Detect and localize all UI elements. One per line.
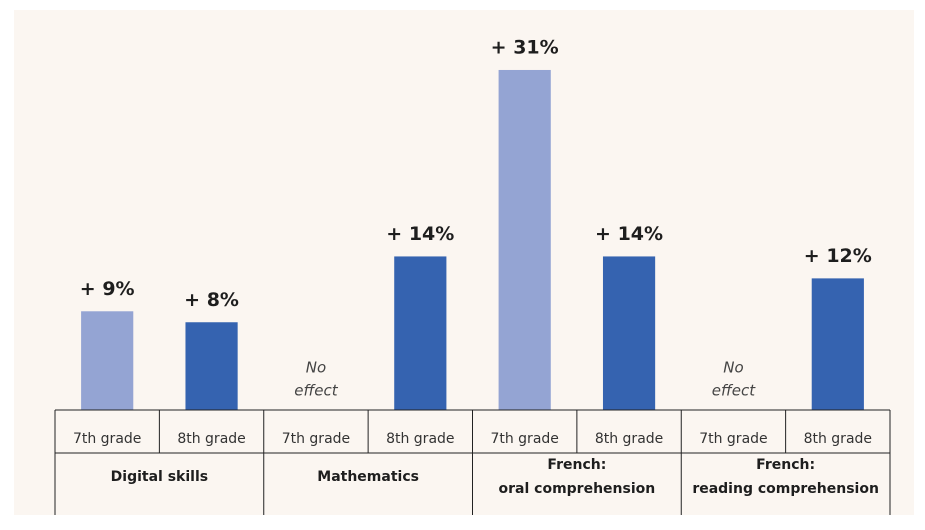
bar — [602, 256, 656, 410]
value-label: + 31% — [491, 36, 559, 58]
x-tick-label: 7th grade — [699, 431, 767, 447]
background — [14, 10, 914, 515]
x-tick-label: 8th grade — [804, 431, 872, 447]
x-tick-label: 8th grade — [386, 431, 454, 447]
group-label: reading comprehension — [692, 481, 879, 497]
x-tick-label: 7th grade — [73, 431, 141, 447]
group-label: French: — [547, 457, 606, 473]
value-label: + 12% — [804, 245, 872, 267]
no-effect-label: effect — [712, 382, 757, 400]
value-label: + 9% — [80, 278, 135, 300]
x-tick-label: 8th grade — [177, 431, 245, 447]
x-tick-label: 7th grade — [490, 431, 558, 447]
no-effect-label: effect — [294, 382, 339, 400]
bar — [185, 322, 238, 410]
value-label: + 14% — [386, 223, 454, 245]
bar — [498, 69, 551, 410]
value-label: + 8% — [184, 289, 239, 311]
bar — [811, 278, 864, 410]
bar — [394, 256, 447, 410]
group-label: French: — [756, 457, 815, 473]
value-label: + 14% — [595, 223, 663, 245]
x-tick-label: 8th grade — [595, 431, 663, 447]
group-label: Digital skills — [111, 469, 208, 485]
no-effect-label: No — [723, 359, 743, 377]
group-label: Mathematics — [317, 469, 419, 485]
bar — [81, 311, 134, 410]
no-effect-label: No — [306, 359, 326, 377]
x-tick-label: 7th grade — [282, 431, 350, 447]
group-label: oral comprehension — [499, 481, 656, 497]
